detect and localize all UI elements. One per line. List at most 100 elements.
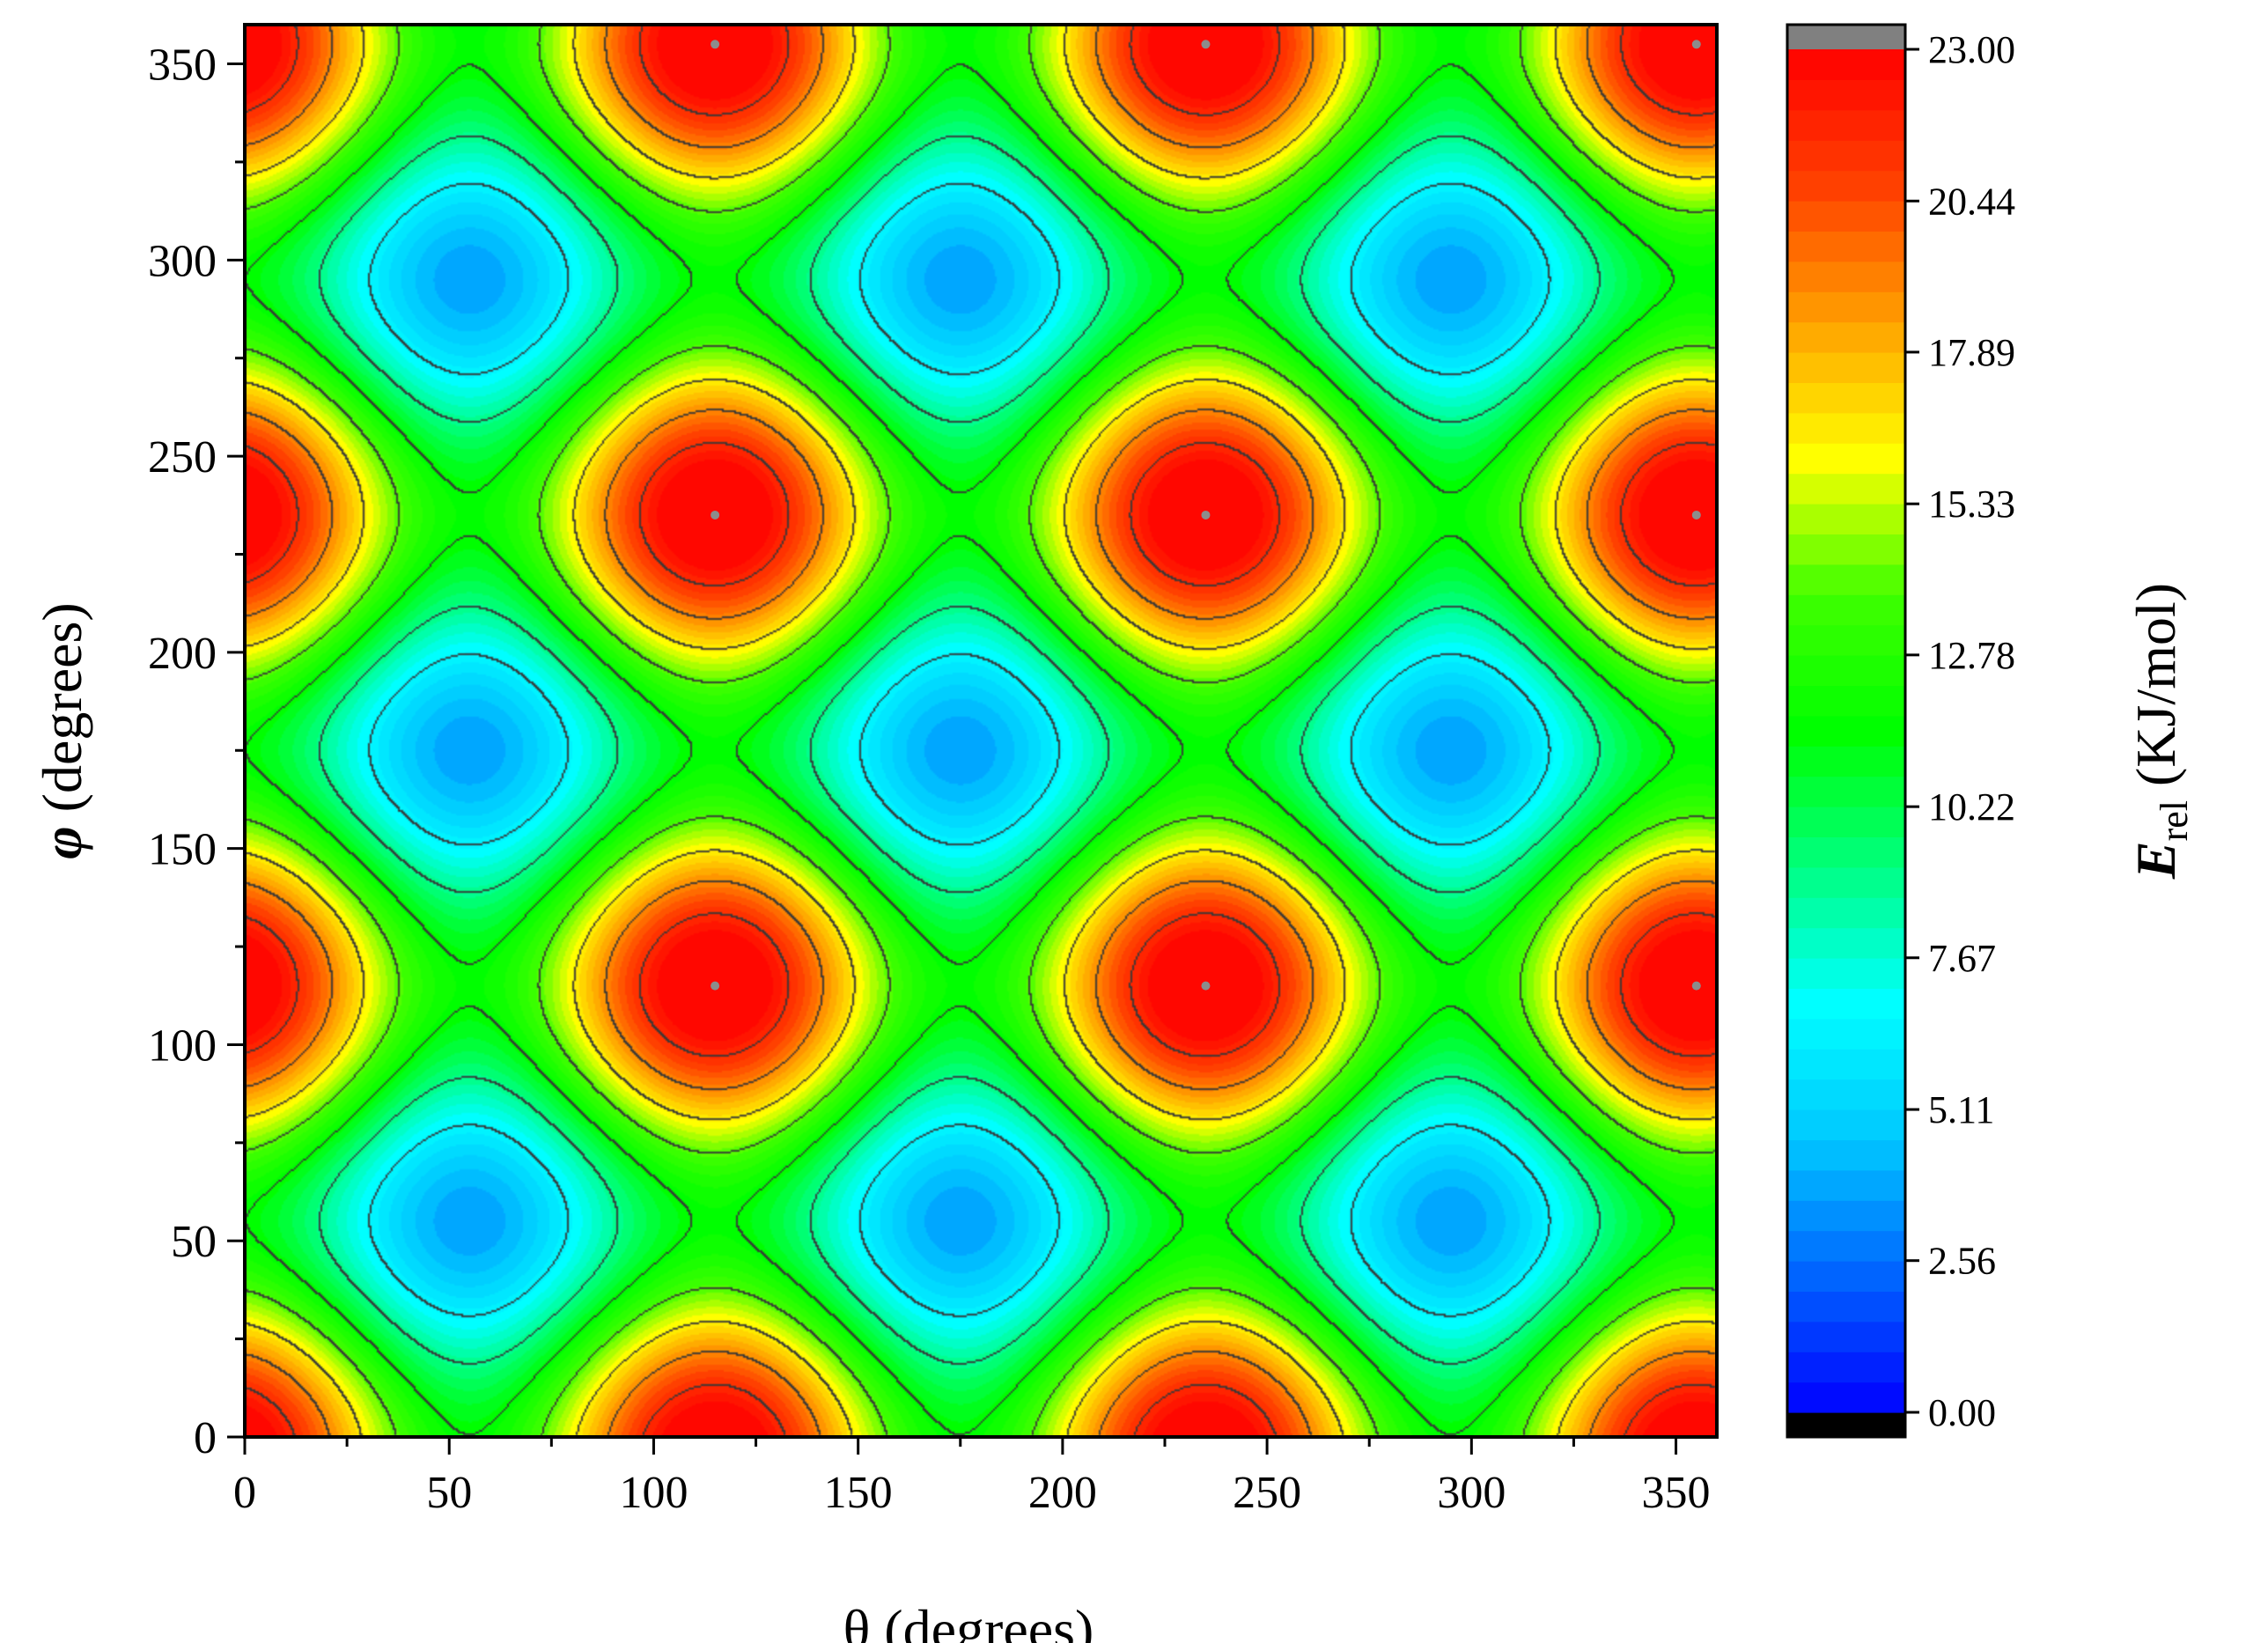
- colorbar-band: [1787, 1049, 1905, 1080]
- colorbar-band: [1787, 988, 1905, 1020]
- maximum-marker: [1201, 40, 1211, 49]
- colorbar-tick-label: 7.67: [1928, 937, 1996, 980]
- colorbar-tick-label: 20.44: [1928, 180, 2015, 223]
- colorbar-title-symbol: E: [2124, 841, 2187, 880]
- colorbar-band: [1787, 594, 1905, 626]
- colorbar-band: [1787, 79, 1905, 111]
- colorbar-band: [1787, 109, 1905, 141]
- colorbar-band: [1787, 836, 1905, 868]
- colorbar-band: [1787, 624, 1905, 656]
- colorbar-band: [1787, 170, 1905, 202]
- x-tick-label: 100: [619, 1468, 688, 1518]
- maximum-marker: [1691, 510, 1701, 519]
- colorbar-tick-label: 15.33: [1928, 483, 2015, 526]
- colorbar-band: [1787, 1291, 1905, 1323]
- colorbar-title-text: (KJ/mol): [2124, 583, 2187, 800]
- y-axis: 0 50 100 150 200 250 300 350: [148, 41, 245, 1463]
- x-axis-title: θ (degrees): [843, 1598, 1094, 1643]
- colorbar-band: [1787, 1018, 1905, 1050]
- x-tick-label: 300: [1437, 1468, 1506, 1518]
- x-tick-label: 150: [824, 1468, 893, 1518]
- colorbar-band: [1787, 1321, 1905, 1352]
- colorbar-tick-label: 2.56: [1928, 1240, 1996, 1283]
- maximum-marker: [1201, 510, 1211, 519]
- colorbar-title: Erel (KJ/mol): [2124, 583, 2196, 880]
- colorbar-tick-label: 23.00: [1928, 28, 2015, 71]
- colorbar-band: [1787, 1261, 1905, 1292]
- x-axis: 0 50 100 150 200 250 300 350: [233, 1437, 1711, 1518]
- x-tick-label: 350: [1642, 1468, 1711, 1518]
- y-tick-label: 100: [148, 1020, 217, 1071]
- colorbar-band: [1787, 231, 1905, 262]
- colorbar-frame: [1786, 23, 1907, 1439]
- maximum-marker: [711, 510, 720, 519]
- colorbar-band: [1787, 382, 1905, 414]
- colorbar-band: [1787, 1169, 1905, 1201]
- colorbar-band: [1787, 866, 1905, 898]
- y-tick-label: 150: [148, 825, 217, 875]
- y-tick-label: 0: [194, 1413, 217, 1463]
- colorbar-band: [1787, 655, 1905, 686]
- colorbar-bands: [1787, 49, 1905, 1413]
- colorbar-over-swatch: [1787, 25, 1905, 49]
- y-tick-label: 50: [171, 1217, 217, 1267]
- colorbar-band: [1787, 1139, 1905, 1171]
- colorbar-tick-label: 17.89: [1928, 331, 2015, 374]
- colorbar-band: [1787, 927, 1905, 959]
- colorbar-band: [1787, 443, 1905, 475]
- colorbar-band: [1787, 776, 1905, 807]
- maximum-marker: [711, 40, 720, 49]
- colorbar-tick-label: 5.11: [1928, 1088, 1994, 1131]
- heatmap-surface: [245, 25, 1717, 1437]
- colorbar: 0.00 2.56 5.11 7.67 10.22 12.78 15.33 17.89 20.4…: [1786, 23, 2015, 1439]
- colorbar-band: [1787, 685, 1905, 717]
- colorbar-band: [1787, 1079, 1905, 1110]
- maximum-marker: [1691, 981, 1701, 991]
- colorbar-band: [1787, 746, 1905, 777]
- maximum-marker: [1691, 40, 1701, 49]
- plot-area: [243, 23, 1719, 1439]
- colorbar-title-subscript: rel: [2153, 800, 2196, 841]
- y-tick-label: 250: [148, 432, 217, 483]
- colorbar-tick-label: 12.78: [1928, 634, 2015, 677]
- x-tick-label: 50: [426, 1468, 472, 1518]
- y-axis-title-text: (degrees): [31, 602, 93, 826]
- colorbar-band: [1787, 958, 1905, 989]
- colorbar-band: [1787, 140, 1905, 172]
- colorbar-band: [1787, 504, 1905, 534]
- colorbar-tick-label: 0.00: [1928, 1391, 1996, 1434]
- y-tick-label: 300: [148, 236, 217, 286]
- colorbar-band: [1787, 321, 1905, 353]
- colorbar-band: [1787, 412, 1905, 444]
- colorbar-band: [1787, 261, 1905, 292]
- colorbar-band: [1787, 201, 1905, 232]
- y-axis-title: φ (degrees): [31, 602, 93, 859]
- plot-frame: [243, 23, 1719, 1439]
- colorbar-band: [1787, 807, 1905, 837]
- colorbar-band: [1787, 473, 1905, 505]
- colorbar-band: [1787, 1109, 1905, 1140]
- colorbar-band: [1787, 897, 1905, 929]
- x-tick-label: 0: [233, 1468, 256, 1518]
- x-tick-label: 200: [1028, 1468, 1097, 1518]
- y-tick-label: 200: [148, 629, 217, 679]
- colorbar-band: [1787, 49, 1905, 80]
- colorbar-under-swatch: [1787, 1412, 1905, 1437]
- colorbar-band: [1787, 291, 1905, 323]
- colorbar-band: [1787, 1352, 1905, 1383]
- colorbar-band: [1787, 1381, 1905, 1413]
- colorbar-band: [1787, 1200, 1905, 1232]
- colorbar-band: [1787, 715, 1905, 747]
- extrema-markers: [711, 40, 1701, 991]
- colorbar-band: [1787, 1230, 1905, 1262]
- colorbar-band: [1787, 534, 1905, 565]
- colorbar-ticks: 0.00 2.56 5.11 7.67 10.22 12.78 15.33 17.89 20.4…: [1905, 28, 2015, 1434]
- colorbar-tick-label: 10.22: [1928, 785, 2015, 829]
- y-axis-title-symbol: φ: [31, 826, 93, 858]
- maximum-marker: [1201, 981, 1211, 991]
- maximum-marker: [711, 981, 720, 991]
- x-tick-label: 250: [1233, 1468, 1301, 1518]
- colorbar-band: [1787, 564, 1905, 595]
- colorbar-band: [1787, 352, 1905, 383]
